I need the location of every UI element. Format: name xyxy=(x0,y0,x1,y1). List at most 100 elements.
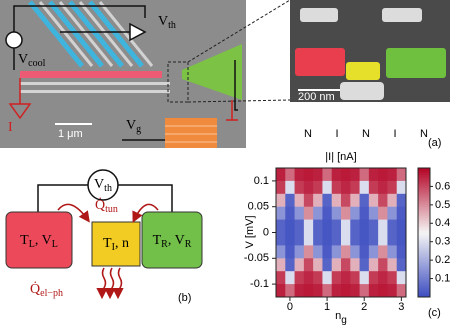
heatmap-cell xyxy=(368,180,379,195)
heatmap-cell xyxy=(285,284,296,298)
colorbar-step xyxy=(418,223,430,227)
heatmap-cell xyxy=(331,258,342,272)
heatmap-cell xyxy=(396,232,407,246)
heatmap-cell xyxy=(303,219,314,233)
heatmap-cell xyxy=(303,245,314,259)
heatmap-cell xyxy=(331,284,342,298)
text-part: T xyxy=(103,236,112,251)
heatmap-cell xyxy=(285,180,296,195)
heatmap-cell xyxy=(331,271,342,285)
heatmap-cell xyxy=(396,245,407,259)
colorbar-step xyxy=(418,198,430,201)
heatmap-cell xyxy=(331,245,342,259)
q-tun-label: Q̇tun xyxy=(95,197,118,216)
heatmap-cell xyxy=(276,206,286,221)
panel-label: (c) xyxy=(428,307,441,319)
v-th-label: Vth xyxy=(94,177,112,194)
heatmap-cell xyxy=(341,180,351,195)
heatmap-cell xyxy=(276,284,286,298)
heatmap-cell xyxy=(322,193,333,208)
heatmap-cell xyxy=(313,168,323,182)
colorbar-step xyxy=(418,243,430,246)
heatmap-cell xyxy=(303,193,314,208)
heatmap-cell xyxy=(322,284,333,298)
subscript: el−ph xyxy=(40,288,63,299)
heatmap-cell xyxy=(341,284,351,298)
subscript: tun xyxy=(105,204,118,215)
colorbar-step xyxy=(418,217,430,221)
scale-bar-label: 1 μm xyxy=(58,128,83,140)
heatmap-cell xyxy=(322,232,333,246)
heatmap-cell xyxy=(322,245,333,259)
heatmap-cell xyxy=(285,193,296,208)
colorbar-step xyxy=(418,185,430,188)
colorbar-step xyxy=(418,183,430,186)
y-tick-label: -0.05 xyxy=(244,252,269,264)
thermometer-circuit xyxy=(37,169,173,212)
y-axis-label: V [mV] xyxy=(244,215,256,248)
heatmap-cell xyxy=(313,180,323,195)
text-part: Q̇ xyxy=(30,281,40,298)
heatmap-cell xyxy=(350,180,361,195)
heatmap-cell xyxy=(341,219,351,233)
subscript: L xyxy=(52,239,58,250)
colorbar-tick-label: 0.1 xyxy=(435,272,450,284)
colorbar-step xyxy=(418,258,430,261)
heatmap-cell xyxy=(294,180,305,195)
heatmap-cell xyxy=(303,271,314,285)
colorbar-step xyxy=(418,200,430,203)
heat-arrows xyxy=(57,203,159,300)
heatmap-cell xyxy=(359,232,370,246)
colorbar-step xyxy=(418,256,430,259)
heatmap-cell xyxy=(396,180,407,195)
junction-label: I xyxy=(393,128,396,140)
left-island xyxy=(5,211,73,269)
heatmap-cell xyxy=(350,232,361,246)
heatmap-cell xyxy=(294,232,305,246)
heatmap-cell xyxy=(294,245,305,259)
colorbar-step xyxy=(418,221,430,225)
heatmap-cell xyxy=(285,245,296,259)
heatmap-cell xyxy=(313,193,323,208)
colorbar-step xyxy=(418,172,430,175)
subscript: th xyxy=(104,183,112,194)
right-island-label: TR, VR xyxy=(153,233,192,250)
heatmap-cell xyxy=(368,219,379,233)
heatmap-cell xyxy=(378,193,388,208)
heatmap-cell xyxy=(341,193,351,208)
heatmap-cell xyxy=(368,271,379,285)
heatmap-cell xyxy=(387,258,398,272)
heatmap-cell xyxy=(294,271,305,285)
heatmap-cell xyxy=(313,232,323,246)
sem-inset xyxy=(290,0,450,102)
heatmap-cell xyxy=(331,232,342,246)
heatmap-cell xyxy=(276,180,286,195)
y-tick-label: 0.05 xyxy=(248,201,269,213)
heatmap-cell xyxy=(285,219,296,233)
text-part: V xyxy=(126,118,136,133)
v-cool-label: Vcool xyxy=(18,52,46,69)
junction-label: N xyxy=(362,128,370,140)
heatmap-cell xyxy=(303,168,314,182)
heatmap-cell xyxy=(359,180,370,195)
colorbar-step xyxy=(418,170,430,173)
colorbar-step xyxy=(418,251,430,255)
colorbar-step xyxy=(418,236,430,240)
heatmap-cell xyxy=(387,168,398,182)
heatmap-cell xyxy=(387,284,398,298)
heatmap-cell xyxy=(368,206,379,221)
junction-label: I xyxy=(335,128,338,140)
heatmap-cell xyxy=(276,271,286,285)
colorbar-step xyxy=(418,286,430,289)
heatmap-cell xyxy=(396,206,407,221)
heatmap-cell xyxy=(387,232,398,246)
heatmap-cell xyxy=(378,219,388,233)
text-part: , V xyxy=(168,233,185,248)
text-part: n xyxy=(335,310,341,322)
colorbar-step xyxy=(418,226,430,229)
colorbar-tick-label: 0.6 xyxy=(435,180,450,192)
x-tick-label: 2 xyxy=(361,301,367,313)
colorbar-step xyxy=(418,193,430,197)
heatmap-cell xyxy=(396,219,407,233)
subscript: L xyxy=(29,239,35,250)
